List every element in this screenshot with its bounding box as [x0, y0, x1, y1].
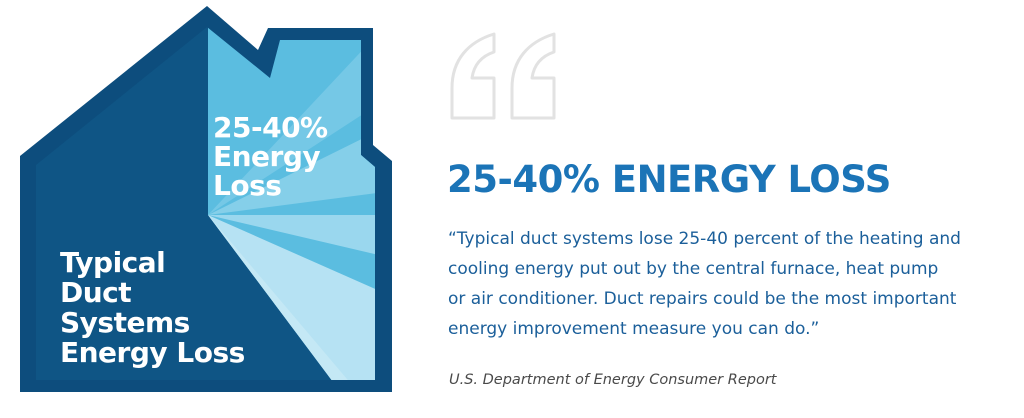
- typical-duct-label-line: Energy Loss: [60, 336, 245, 369]
- energy-loss-label-line: 25-40%: [213, 111, 328, 144]
- house-illustration: [20, 6, 392, 392]
- energy-loss-label-line: Loss: [213, 169, 282, 202]
- typical-duct-label: Typical Duct Systems Energy Loss: [60, 248, 245, 368]
- typical-duct-label-line: Typical: [60, 246, 166, 279]
- quote-line: “Typical duct systems lose 25-40 percent…: [448, 229, 961, 249]
- quotation-mark-icon: [450, 32, 556, 120]
- typical-duct-label-line: Systems: [60, 306, 190, 339]
- quote-line: cooling energy put out by the central fu…: [448, 259, 939, 279]
- energy-loss-label: 25-40% Energy Loss: [213, 113, 328, 200]
- typical-duct-label-line: Duct: [60, 276, 132, 309]
- quote-line: energy improvement measure you can do.”: [448, 319, 820, 339]
- quote-line: or air conditioner. Duct repairs could b…: [448, 289, 957, 309]
- energy-loss-wedge: [208, 27, 375, 380]
- quote-text: “Typical duct systems lose 25-40 percent…: [448, 224, 1018, 344]
- energy-loss-label-line: Energy: [213, 140, 321, 173]
- headline: 25-40% ENERGY LOSS: [447, 158, 891, 201]
- quote-source: U.S. Department of Energy Consumer Repor…: [449, 372, 777, 388]
